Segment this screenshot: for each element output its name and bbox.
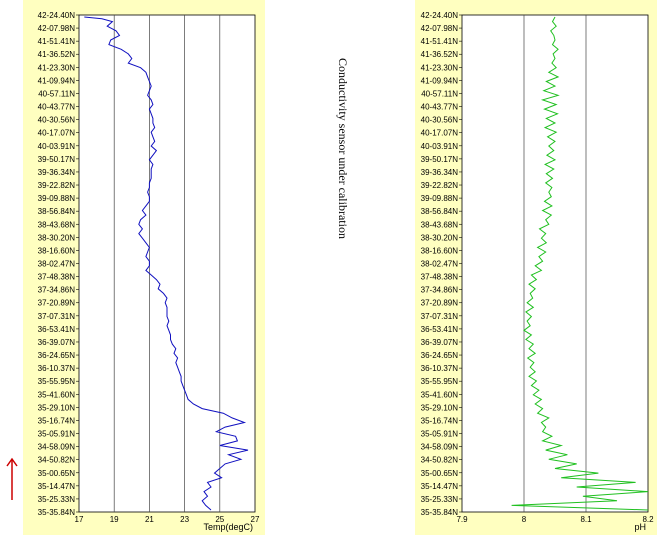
temp-y-tick-label: 36-10.37N — [38, 364, 76, 373]
ph-y-tick-label: 36-53.41N — [421, 325, 459, 334]
ph-y-tick-label: 35-35.84N — [421, 508, 459, 517]
ph-y-tick-label: 35-14.47N — [421, 482, 459, 491]
temp-x-axis-title: Temp(degC) — [203, 522, 253, 532]
temp-y-tick-label: 38-43.68N — [38, 220, 76, 229]
temp-y-tick-label: 35-41.60N — [38, 390, 76, 399]
ph-y-tick-label: 35-05.91N — [421, 430, 459, 439]
ph-y-tick-label: 39-36.34N — [421, 168, 459, 177]
temp-y-tick-label: 34-58.09N — [38, 443, 76, 452]
temp-y-tick-label: 36-53.41N — [38, 325, 76, 334]
ph-x-tick-label: 8.2 — [642, 515, 654, 524]
ph-y-tick-label: 39-22.82N — [421, 181, 459, 190]
ph-x-tick-label: 7.9 — [456, 515, 468, 524]
ph-y-tick-label: 36-39.07N — [421, 338, 459, 347]
temp-y-tick-label: 35-29.10N — [38, 403, 76, 412]
ph-y-tick-label: 34-58.09N — [421, 443, 459, 452]
side-note: Conductivity sensor under calibration — [336, 58, 350, 239]
temp-y-tick-label: 35-14.47N — [38, 482, 76, 491]
temp-y-tick-label: 35-00.65N — [38, 469, 76, 478]
temp-x-tick-label: 25 — [215, 515, 224, 524]
temp-y-tick-label: 39-50.17N — [38, 155, 76, 164]
temp-x-tick-label: 19 — [110, 515, 119, 524]
temp-y-tick-label: 37-07.31N — [38, 312, 76, 321]
temp-y-tick-label: 40-30.56N — [38, 116, 76, 125]
temp-y-tick-label: 37-34.86N — [38, 286, 76, 295]
temp-y-tick-label: 40-43.77N — [38, 103, 76, 112]
ph-y-tick-label: 35-00.65N — [421, 469, 459, 478]
ph-x-tick-label: 8.1 — [580, 515, 592, 524]
ph-y-tick-label: 38-43.68N — [421, 220, 459, 229]
temp-y-tick-label: 42-24.40N — [38, 11, 76, 20]
temp-x-tick-label: 21 — [145, 515, 154, 524]
temp-x-tick-label: 27 — [251, 515, 260, 524]
temp-y-tick-label: 40-17.07N — [38, 129, 76, 138]
temp-y-tick-label: 39-09.88N — [38, 194, 76, 203]
ph-y-tick-label: 34-50.82N — [421, 456, 459, 465]
ph-x-axis-title: pH — [634, 522, 646, 532]
ph-chart: 7.9 8 8.1 8.2pH 42-24.40N 42-07.98N 41-51.41N 4… — [421, 11, 654, 532]
ph-y-tick-label: 37-07.31N — [421, 312, 459, 321]
temp-y-tick-label: 35-05.91N — [38, 430, 76, 439]
temp-y-tick-label: 37-48.38N — [38, 273, 76, 282]
ph-y-tick-label: 39-09.88N — [421, 194, 459, 203]
temp-y-tick-label: 39-22.82N — [38, 181, 76, 190]
temp-y-tick-label: 36-39.07N — [38, 338, 76, 347]
ph-y-tick-label: 38-16.60N — [421, 246, 459, 255]
temp-y-tick-label: 37-20.89N — [38, 299, 76, 308]
ph-y-tick-label: 41-36.52N — [421, 50, 459, 59]
temp-y-tick-label: 41-36.52N — [38, 50, 76, 59]
temp-y-tick-label: 36-24.65N — [38, 351, 76, 360]
ph-y-tick-label: 36-10.37N — [421, 364, 459, 373]
temp-y-tick-label: 35-55.95N — [38, 377, 76, 386]
temp-y-tick-label: 35-35.84N — [38, 508, 76, 517]
temp-x-tick-label: 23 — [180, 515, 189, 524]
ph-y-tick-label: 36-24.65N — [421, 351, 459, 360]
ph-y-tick-label: 39-50.17N — [421, 155, 459, 164]
ph-y-tick-label: 37-20.89N — [421, 299, 459, 308]
temp-x-tick-label: 17 — [75, 515, 84, 524]
ph-y-tick-label: 38-30.20N — [421, 233, 459, 242]
ph-plot-area — [461, 14, 649, 513]
ph-y-tick-label: 40-43.77N — [421, 103, 459, 112]
temp-y-tick-label: 42-07.98N — [38, 24, 76, 33]
ph-y-tick-label: 40-30.56N — [421, 116, 459, 125]
temp-y-tick-label: 41-09.94N — [38, 76, 76, 85]
ph-y-tick-label: 40-17.07N — [421, 129, 459, 138]
temp-y-tick-label: 38-56.84N — [38, 207, 76, 216]
ph-y-tick-label: 37-48.38N — [421, 273, 459, 282]
ph-y-tick-label: 41-51.41N — [421, 37, 459, 46]
temp-y-tick-label: 38-02.47N — [38, 260, 76, 269]
ph-y-tick-label: 37-34.86N — [421, 286, 459, 295]
ph-y-tick-label: 35-25.33N — [421, 495, 459, 504]
ph-x-tick-label: 8 — [522, 515, 527, 524]
ph-y-tick-label: 35-55.95N — [421, 377, 459, 386]
ph-y-tick-label: 35-29.10N — [421, 403, 459, 412]
temp-y-tick-label: 39-36.34N — [38, 168, 76, 177]
temp-y-tick-label: 41-51.41N — [38, 37, 76, 46]
ph-y-tick-label: 38-56.84N — [421, 207, 459, 216]
ph-y-tick-label: 41-09.94N — [421, 76, 459, 85]
temp-y-tick-label: 40-03.91N — [38, 142, 76, 151]
ph-y-tick-label: 42-24.40N — [421, 11, 459, 20]
red-up-arrow-icon — [6, 457, 18, 500]
temp-y-tick-label: 35-16.74N — [38, 416, 76, 425]
temp-y-tick-label: 41-23.30N — [38, 63, 76, 72]
temp-y-tick-label: 38-30.20N — [38, 233, 76, 242]
ph-series-line — [511, 16, 649, 511]
ph-y-tick-label: 41-23.30N — [421, 63, 459, 72]
temp-y-tick-label: 40-57.11N — [38, 89, 75, 98]
temp-y-tick-label: 34-50.82N — [38, 456, 76, 465]
ph-y-tick-label: 35-16.74N — [421, 416, 459, 425]
temp-series-line — [84, 16, 249, 511]
temp-y-tick-label: 38-16.60N — [38, 246, 76, 255]
temp-y-tick-label: 35-25.33N — [38, 495, 76, 504]
ph-y-tick-label: 42-07.98N — [421, 24, 459, 33]
ph-y-tick-label: 35-41.60N — [421, 390, 459, 399]
temp-plot-area — [78, 14, 256, 513]
ph-y-tick-label: 40-57.11N — [421, 89, 458, 98]
ph-y-tick-label: 40-03.91N — [421, 142, 459, 151]
ph-y-tick-label: 38-02.47N — [421, 260, 459, 269]
